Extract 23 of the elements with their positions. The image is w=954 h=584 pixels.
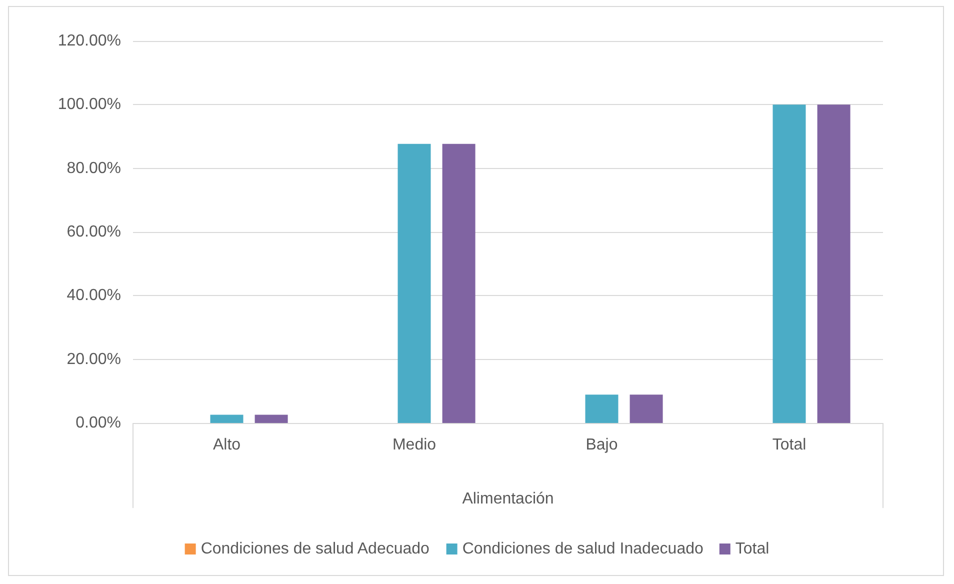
x-tick-label: Bajo [586,436,618,454]
y-tick-label: 0.00% [76,414,121,432]
bar [442,144,476,423]
x-tick-label: Alto [212,436,241,454]
bar [585,394,618,423]
y-tick-label: 20.00% [66,350,121,368]
y-tick-label: 80.00% [66,160,121,177]
y-tick-label: 40.00% [66,287,121,304]
y-tick-label: 60.00% [66,224,121,240]
bar [817,104,850,423]
legend-label: Condiciones de salud Adecuado [200,540,430,558]
x-axis-title: Alimentación [462,490,554,508]
x-tick-label: Total [772,436,806,454]
y-tick-label: 120.00% [58,32,121,50]
legend-label: Condiciones de salud Inadecuado [462,540,704,558]
bar [210,414,244,423]
x-tick-label: Medio [392,436,436,454]
bar [630,394,663,423]
bar [254,414,288,423]
bar [772,104,806,423]
y-tick-label: 100.00% [58,96,121,114]
bar [398,144,431,423]
legend-label: Total [735,540,770,558]
